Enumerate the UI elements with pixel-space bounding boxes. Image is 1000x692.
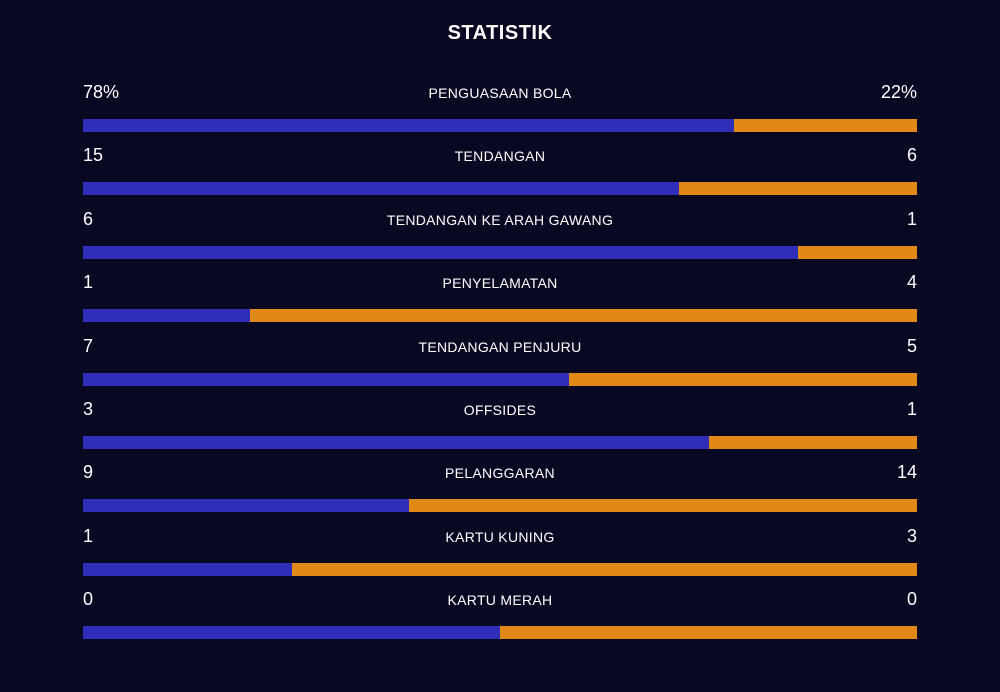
stat-bar	[83, 562, 917, 576]
home-value: 6	[83, 208, 94, 229]
stat-bar	[83, 372, 917, 386]
stat-label: TENDANGAN PENJURU	[418, 338, 582, 355]
stat-label: PENYELAMATAN	[442, 275, 558, 292]
away-bar-segment	[569, 372, 917, 386]
stat-row-fouls: 9 PELANGGARAN 14	[83, 460, 917, 523]
stat-label: TENDANGAN KE ARAH GAWANG	[386, 211, 614, 228]
home-value: 0	[83, 589, 94, 610]
home-value: 7	[83, 335, 94, 356]
home-value: 15	[83, 145, 104, 166]
away-value: 1	[906, 398, 917, 419]
home-bar-segment	[83, 182, 679, 196]
home-value: 78%	[83, 82, 120, 102]
stat-bar	[83, 626, 917, 640]
stat-bar	[83, 309, 917, 323]
away-bar-segment	[733, 119, 917, 132]
stat-bar	[83, 435, 917, 449]
home-value: 9	[83, 462, 94, 483]
away-bar-segment	[797, 245, 917, 259]
away-value: 6	[906, 145, 917, 166]
stat-bar	[83, 245, 917, 259]
away-bar-segment	[291, 562, 917, 576]
home-bar-segment	[83, 562, 292, 576]
stat-label: PENGUASAAN BOLA	[428, 85, 572, 101]
away-bar-segment	[500, 626, 917, 640]
stat-label: TENDANGAN	[454, 148, 546, 165]
home-bar-segment	[83, 245, 798, 259]
stat-row-shots: 15 TENDANGAN 6	[83, 143, 917, 206]
away-bar-segment	[409, 499, 917, 513]
away-bar-segment	[678, 182, 917, 196]
stat-label: OFFSIDES	[463, 401, 537, 418]
page-title: STATISTIK	[447, 22, 553, 44]
away-value: 14	[896, 462, 917, 483]
away-value: 3	[906, 525, 917, 546]
stats-list: 78% PENGUASAAN BOLA 22% 15 TENDANGAN 6 6…	[83, 80, 917, 651]
stat-label: KARTU MERAH	[447, 592, 553, 609]
stat-row-offsides: 3 OFFSIDES 1	[83, 397, 917, 460]
home-value: 3	[83, 398, 94, 419]
home-bar-segment	[83, 309, 250, 323]
away-value: 0	[906, 589, 917, 610]
home-bar-segment	[83, 626, 500, 640]
stat-bar	[83, 499, 917, 513]
stat-bar	[83, 119, 917, 132]
home-bar-segment	[83, 372, 570, 386]
away-bar-segment	[249, 309, 917, 323]
stat-row-red-cards: 0 KARTU MERAH 0	[83, 587, 917, 650]
away-value: 22%	[880, 82, 917, 102]
away-value: 4	[906, 272, 917, 293]
stat-row-possession: 78% PENGUASAAN BOLA 22%	[83, 80, 917, 143]
stat-row-saves: 1 PENYELAMATAN 4	[83, 270, 917, 333]
away-value: 5	[906, 335, 917, 356]
stat-row-yellow-cards: 1 KARTU KUNING 3	[83, 524, 917, 587]
stat-label: KARTU KUNING	[445, 528, 555, 545]
home-value: 1	[83, 272, 94, 293]
away-value: 1	[906, 208, 917, 229]
stat-row-corners: 7 TENDANGAN PENJURU 5	[83, 334, 917, 397]
stat-label: PELANGGARAN	[445, 465, 555, 482]
home-bar-segment	[83, 435, 709, 449]
home-bar-segment	[83, 499, 410, 513]
home-bar-segment	[83, 119, 734, 132]
stat-bar	[83, 182, 917, 196]
home-value: 1	[83, 525, 94, 546]
stat-row-shots-on-target: 6 TENDANGAN KE ARAH GAWANG 1	[83, 207, 917, 270]
away-bar-segment	[708, 435, 917, 449]
